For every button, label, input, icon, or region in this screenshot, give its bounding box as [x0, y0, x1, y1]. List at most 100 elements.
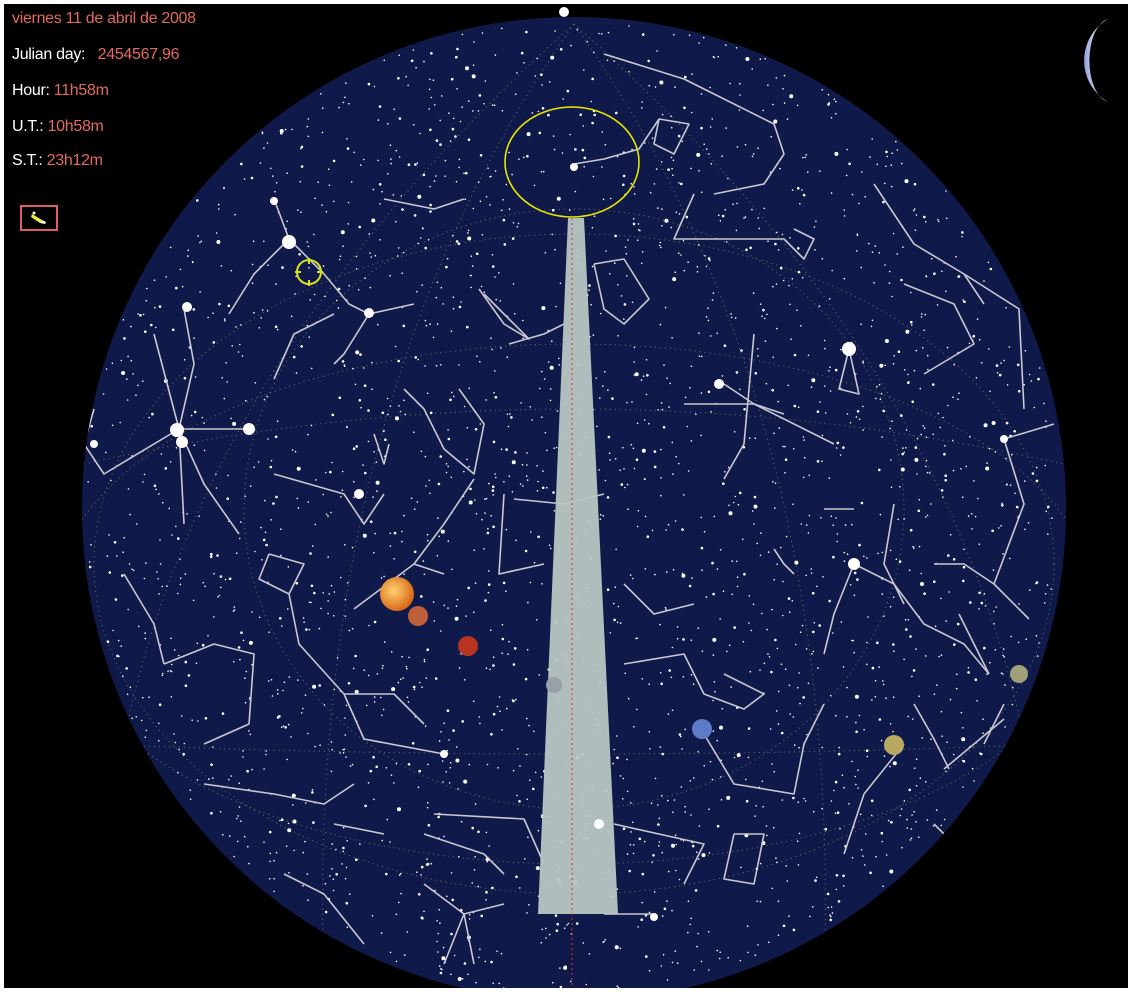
star [666, 571, 668, 573]
star [835, 100, 837, 103]
star [632, 844, 635, 846]
star [660, 682, 663, 686]
star [526, 912, 528, 914]
zenith-marker[interactable] [504, 106, 640, 218]
star [186, 513, 188, 515]
star [513, 647, 517, 650]
star [938, 655, 940, 658]
star [777, 249, 780, 251]
star [435, 139, 439, 142]
star [676, 638, 679, 640]
planet-pale[interactable] [1010, 665, 1028, 683]
star [791, 189, 794, 191]
star [161, 585, 163, 588]
star [979, 752, 983, 756]
planet-mars[interactable] [458, 636, 478, 656]
star [383, 59, 386, 62]
planet-jupiter[interactable] [380, 577, 414, 611]
star [823, 339, 826, 342]
star [1028, 373, 1031, 376]
star [945, 770, 947, 773]
star [629, 843, 632, 846]
star [475, 981, 477, 984]
star [427, 802, 429, 804]
star [1003, 656, 1006, 658]
star [906, 827, 908, 829]
planet-moonlike[interactable] [546, 677, 562, 693]
star [1033, 406, 1036, 409]
star [88, 561, 91, 563]
star [674, 520, 677, 522]
star [592, 334, 595, 336]
star [307, 135, 310, 138]
star [468, 465, 470, 468]
star [437, 815, 440, 819]
star [362, 367, 365, 369]
star [812, 650, 815, 653]
star [945, 190, 947, 192]
star [451, 127, 455, 131]
star [439, 971, 443, 975]
star [1016, 363, 1020, 367]
star [989, 267, 993, 271]
star [780, 663, 783, 665]
star [698, 42, 700, 44]
star [353, 496, 355, 499]
star [197, 720, 199, 722]
star [473, 41, 475, 43]
planet-orange[interactable] [408, 606, 428, 626]
target-reticle-icon[interactable] [295, 258, 323, 286]
star [623, 468, 625, 470]
moon-icon[interactable] [1084, 19, 1108, 102]
star [599, 513, 602, 516]
star [632, 821, 634, 824]
star [280, 554, 282, 557]
sky-viewport[interactable]: viernes 11 de abril de 2008 Julian day: … [4, 4, 1128, 988]
star [606, 59, 609, 62]
star [443, 835, 445, 838]
star [338, 396, 342, 400]
star [424, 365, 426, 367]
star [505, 590, 507, 592]
star [914, 446, 918, 449]
star [651, 137, 654, 139]
star [168, 507, 170, 510]
star [233, 606, 236, 608]
star [249, 733, 252, 736]
star [553, 447, 555, 450]
star [793, 353, 797, 357]
star [719, 220, 722, 222]
star [192, 308, 196, 311]
star [479, 423, 482, 425]
star [615, 111, 618, 115]
star [346, 582, 349, 584]
star [626, 853, 629, 855]
star [602, 385, 604, 387]
star [456, 47, 459, 51]
star [212, 341, 216, 344]
star [484, 498, 486, 501]
star [346, 840, 349, 842]
star [881, 551, 884, 554]
telescope-tool-button[interactable] [20, 205, 58, 231]
star [293, 849, 295, 852]
star [884, 182, 886, 185]
star [484, 960, 487, 963]
planet-saturn[interactable] [884, 735, 904, 755]
bright-stars [90, 7, 1008, 921]
star [925, 465, 927, 468]
star [330, 511, 332, 514]
star [907, 619, 910, 621]
star [916, 473, 918, 475]
star [479, 200, 482, 203]
star [122, 319, 125, 321]
julian-day-value: 2454567,96 [97, 46, 180, 63]
star [984, 605, 987, 607]
star [641, 251, 644, 253]
star [857, 769, 859, 771]
star [671, 337, 673, 339]
planet-uranus[interactable] [692, 719, 712, 739]
star [827, 906, 829, 909]
star [324, 910, 328, 914]
sky-map[interactable] [4, 4, 1128, 988]
